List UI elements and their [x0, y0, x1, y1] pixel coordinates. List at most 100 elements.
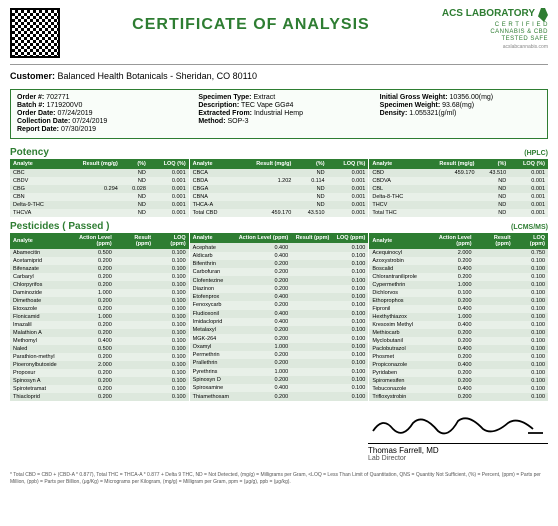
table-row: Spiromesifen0.2000.100 [369, 377, 548, 385]
meta-box: Order #: 702771Batch #: 1719200V0Order D… [10, 89, 548, 139]
meta-row: Order Date: 07/24/2019 [17, 110, 178, 117]
meta-col-3: Initial Gross Weight: 10356.00(mg)Specim… [380, 94, 541, 134]
table-row: Parathion-methyl0.2000.100 [10, 353, 189, 361]
table-row: Pioeronylbutoxide2.0000.100 [10, 361, 189, 369]
table-row: CBD459.17043.5100.001 [369, 169, 548, 177]
acs-line3: TESTED SAFE [442, 36, 548, 43]
table-row: Hexthythiazox1.0000.100 [369, 313, 548, 321]
table-row: Thiamethoxam0.2000.100 [190, 392, 369, 401]
customer-line: Customer: Balanced Health Botanicals - S… [0, 67, 558, 85]
table-row: Imidacloprid0.4000.100 [190, 318, 369, 326]
potency-table-2: AnalyteResult (mg/g)(%)LOQ (%)CBCAND0.00… [190, 159, 369, 217]
table-row: Fludioxonil0.4000.100 [190, 310, 369, 318]
table-row: CBNND0.001 [10, 193, 189, 201]
table-row: Daminozide1.0000.100 [10, 289, 189, 297]
table-row: Etofenprox0.4000.100 [190, 293, 369, 301]
acs-url: acslabcannabis.com [442, 44, 548, 50]
table-row: Tebuconazole0.4000.100 [369, 385, 548, 393]
table-row: Aldicarb0.4000.100 [190, 252, 369, 260]
table-row: Methomyl0.4000.100 [10, 337, 189, 345]
table-row: Naled0.5000.100 [10, 345, 189, 353]
potency-tables: AnalyteResult (mg/g)(%)LOQ (%)CBCND0.001… [0, 159, 558, 217]
table-row: Fenoxycarb0.2000.100 [190, 301, 369, 309]
pesticides-table-3: AnalyteAction Level (ppm)Result (ppm)LOQ… [369, 233, 548, 401]
table-row: Paclobutrazol0.4000.100 [369, 345, 548, 353]
pesticides-table-1: AnalyteAction Level (ppm)Result (ppm)LOQ… [10, 233, 189, 401]
table-row: Boscalid0.4000.100 [369, 265, 548, 273]
table-row: CBDA1.2020.1140.001 [190, 177, 369, 185]
table-row: Fipronil0.4000.100 [369, 305, 548, 313]
table-row: CBDVAND0.001 [369, 177, 548, 185]
table-row: CBLND0.001 [369, 185, 548, 193]
table-row: Propiconazole0.4000.100 [369, 361, 548, 369]
potency-header: Potency (HPLC) [0, 143, 558, 159]
table-row: Myclobutanil0.2000.100 [369, 337, 548, 345]
meta-col-1: Order #: 702771Batch #: 1719200V0Order D… [17, 94, 178, 134]
table-row: Abamecitin0.5000.100 [10, 249, 189, 257]
pesticides-method: (LCMS/MS) [511, 224, 548, 231]
table-row: CBGAND0.001 [190, 185, 369, 193]
florida-icon [538, 8, 548, 22]
meta-row: Density: 1.055321(g/ml) [380, 110, 541, 117]
meta-row: Order #: 702771 [17, 94, 178, 101]
table-row: Acequinocyl2.0000.750 [369, 249, 548, 257]
table-row: CBNAND0.001 [190, 193, 369, 201]
table-row: Clofentezine0.2000.100 [190, 276, 369, 284]
table-row: Methiocarb0.2000.100 [369, 329, 548, 337]
meta-row: Method: SOP-3 [198, 118, 359, 125]
table-row: Spinosyn D0.2000.100 [190, 376, 369, 384]
table-row: Kresoxim Methyl0.4000.100 [369, 321, 548, 329]
table-row: Spinosyn A0.2000.100 [10, 377, 189, 385]
meta-row: Collection Date: 07/24/2019 [17, 118, 178, 125]
table-row: Diazinon0.2000.100 [190, 285, 369, 293]
table-row: Azoxystrobin0.2000.100 [369, 257, 548, 265]
certificate-title: CERTIFICATE OF ANALYSIS [60, 8, 442, 34]
table-row: THCVND0.001 [369, 201, 548, 209]
acs-line2: CANNABIS & CBD [442, 29, 548, 36]
table-row: Carbaryl0.2000.100 [10, 273, 189, 281]
table-row: Carbofuran0.2000.100 [190, 268, 369, 276]
acs-block: ACS LABORATORY C E R T I F I E D CANNABI… [442, 8, 548, 50]
table-row: Chlorantraniliprole0.2000.100 [369, 273, 548, 281]
meta-col-2: Specimen Type: ExtractDescription: TEC V… [198, 94, 359, 134]
meta-row: Description: TEC Vape GG#4 [198, 102, 359, 109]
signer-title: Lab Director [368, 455, 548, 462]
table-row: Oxamyl1.0000.100 [190, 343, 369, 351]
table-row: Delta-9-THCND0.001 [10, 201, 189, 209]
signature-line [368, 443, 548, 444]
meta-row: Batch #: 1719200V0 [17, 102, 178, 109]
meta-row: Report Date: 07/30/2019 [17, 126, 178, 133]
divider [10, 64, 548, 65]
table-row: Permethrin0.2000.100 [190, 351, 369, 359]
table-row: Etoxazole0.2000.100 [10, 305, 189, 313]
table-row: Total THCND0.001 [369, 209, 548, 217]
signer-name: Thomas Farrell, MD [368, 446, 548, 455]
signature-area: Thomas Farrell, MD Lab Director [0, 401, 558, 466]
footnote: * Total CBD = CBD + (CBD-A * 0.877), Tot… [0, 466, 558, 491]
meta-row: Extracted From: Industrial Hemp [198, 110, 359, 117]
table-row: Metalaxyl0.2000.100 [190, 326, 369, 334]
potency-table-1: AnalyteResult (mg/g)(%)LOQ (%)CBCND0.001… [10, 159, 189, 217]
pesticides-title: Pesticides ( Passed ) [10, 221, 110, 232]
table-row: Total CBD459.17043.5100.001 [190, 209, 369, 217]
table-row: Thiacloprid0.2000.100 [10, 393, 189, 401]
meta-row: Specimen Weight: 93.68(mg) [380, 102, 541, 109]
potency-title: Potency [10, 147, 49, 158]
table-row: Dichlorvos0.1000.100 [369, 289, 548, 297]
table-row: Flonicamid1.0000.100 [10, 313, 189, 321]
table-row: Cypermethrin1.0000.100 [369, 281, 548, 289]
table-row: Pyridaben0.2000.100 [369, 369, 548, 377]
table-row: Chlorpyrifos0.2000.100 [10, 281, 189, 289]
table-row: CBG0.2940.0280.001 [10, 185, 189, 193]
pesticides-tables: AnalyteAction Level (ppm)Result (ppm)LOQ… [0, 233, 558, 401]
meta-row: Specimen Type: Extract [198, 94, 359, 101]
signature-icon [368, 411, 548, 439]
table-row: Trifloxystrobin0.2000.100 [369, 393, 548, 401]
acs-logo: ACS LABORATORY [442, 8, 548, 22]
header: CERTIFICATE OF ANALYSIS ACS LABORATORY C… [0, 0, 558, 62]
pesticides-table-2: AnalyteAction Level (ppm)Result (ppm)LOQ… [190, 233, 369, 401]
table-row: Imazalil0.2000.100 [10, 321, 189, 329]
table-row: CBCND0.001 [10, 169, 189, 177]
customer-label: Customer: [10, 71, 55, 81]
table-row: Ethoprophos0.2000.100 [369, 297, 548, 305]
